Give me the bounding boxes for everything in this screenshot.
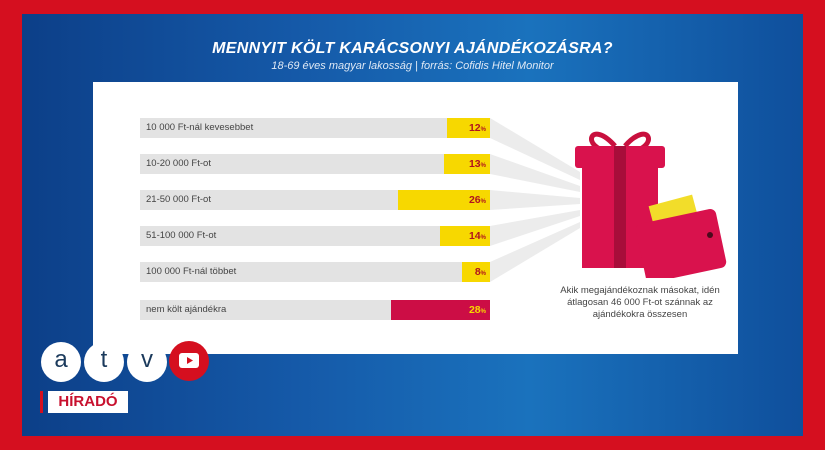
bar-row: 21-50 000 Ft-ot 26% xyxy=(140,190,490,210)
category-label: 10 000 Ft-nál kevesebbet xyxy=(146,122,254,133)
ray-decoration xyxy=(490,118,580,282)
play-icon xyxy=(169,341,209,381)
bar-row: 51-100 000 Ft-ot 14% xyxy=(140,226,490,246)
category-label: 100 000 Ft-nál többet xyxy=(146,266,237,277)
atv-logo-a: a xyxy=(41,342,81,382)
data-label: 14% xyxy=(468,230,486,242)
category-label: nem költ ajándékra xyxy=(146,304,227,315)
category-label: 21-50 000 Ft-ot xyxy=(146,194,211,205)
atv-logo-v: v xyxy=(127,342,167,382)
bar xyxy=(440,226,490,246)
atv-logo-t: t xyxy=(84,342,124,382)
bar xyxy=(447,118,490,138)
bar-row: 10 000 Ft-nál kevesebbet 12% xyxy=(140,118,490,138)
chart-subtitle: 18-69 éves magyar lakosság | forrás: Cof… xyxy=(271,60,554,72)
show-label-accent xyxy=(40,391,43,413)
category-label: 51-100 000 Ft-ot xyxy=(146,230,217,241)
data-label: 12% xyxy=(468,122,486,134)
bar xyxy=(461,262,490,282)
bar xyxy=(397,190,490,210)
data-label: 8% xyxy=(474,266,486,278)
wallet-icon xyxy=(635,194,727,278)
bar xyxy=(443,154,490,174)
chart-title: MENNYIT KÖLT KARÁCSONYI AJÁNDÉKOZÁSRA? xyxy=(212,40,613,57)
data-label: 13% xyxy=(468,158,486,170)
average-spend-note: Akik megajándékoznak másokat, idén átlag… xyxy=(560,285,720,320)
data-label: 28% xyxy=(468,304,486,316)
data-label: 26% xyxy=(468,194,486,206)
show-label: HÍRADÓ xyxy=(48,391,128,413)
bar xyxy=(390,300,490,320)
bar-row: 100 000 Ft-nál többet 8% xyxy=(140,262,490,282)
bar-row: nem költ ajándékra 28% xyxy=(140,300,490,320)
bar-row: 10-20 000 Ft-ot 13% xyxy=(140,154,490,174)
category-label: 10-20 000 Ft-ot xyxy=(146,158,211,169)
gift-icon xyxy=(575,131,727,278)
